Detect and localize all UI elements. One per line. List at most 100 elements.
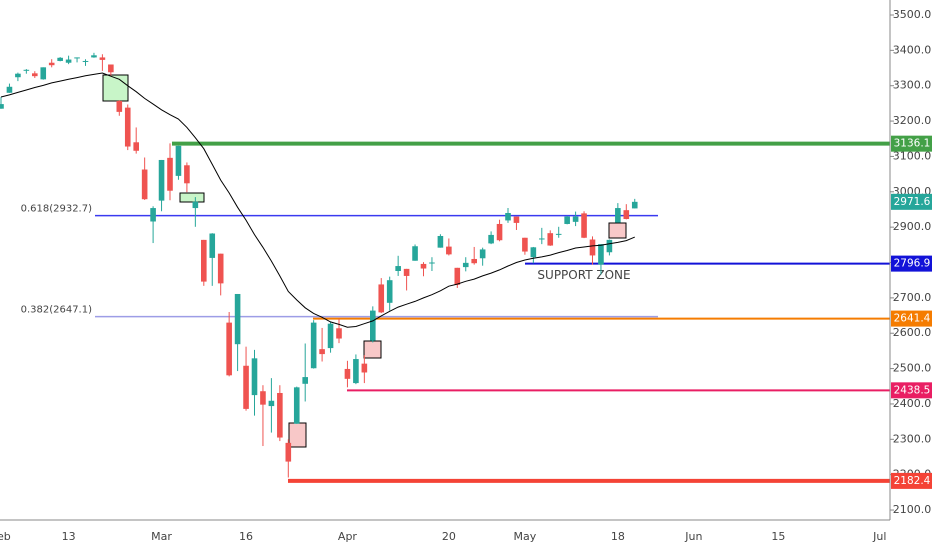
price-label-box xyxy=(891,255,932,272)
candle-body xyxy=(395,266,401,271)
x-tick-label: 16 xyxy=(239,530,253,543)
x-tick-label: 18 xyxy=(611,530,625,543)
candle-body xyxy=(488,234,494,244)
candle-body xyxy=(513,216,520,223)
candle-body xyxy=(108,64,114,73)
candle-body xyxy=(581,213,587,238)
annotations xyxy=(95,74,890,483)
candle-body xyxy=(555,233,562,235)
candle-body xyxy=(65,59,72,63)
candle-body xyxy=(522,237,528,252)
candle-body xyxy=(429,262,435,264)
candle-body xyxy=(158,159,165,201)
candle-body xyxy=(48,62,55,66)
level-note: SUPPORT ZONE xyxy=(537,268,630,282)
level-label: 0.618(2932.7) xyxy=(21,204,93,215)
candle-body xyxy=(184,165,190,184)
highlight-box xyxy=(363,340,382,359)
candle-body xyxy=(150,208,156,222)
candle-body xyxy=(40,67,47,80)
candle-body xyxy=(32,73,38,77)
y-tick-label: 2600.0 xyxy=(893,326,932,339)
candle-body xyxy=(175,145,182,176)
candle-body xyxy=(293,387,300,424)
highlight-box xyxy=(608,222,627,239)
candle-body xyxy=(268,400,275,407)
candle-body xyxy=(361,363,368,373)
candle-body xyxy=(201,239,207,282)
candle-body xyxy=(217,253,224,284)
price-label-box xyxy=(891,382,932,399)
candle-body xyxy=(539,238,545,240)
last-price-box xyxy=(891,193,932,210)
x-tick-label: 20 xyxy=(442,530,456,543)
candle-body xyxy=(243,365,249,409)
candle-body xyxy=(471,258,477,264)
x-tick-label: Jun xyxy=(684,530,702,543)
candle-body xyxy=(285,442,292,462)
candle-body xyxy=(226,322,232,376)
candle-body xyxy=(133,142,139,151)
x-tick-label: Mar xyxy=(151,530,172,543)
candle-body xyxy=(623,210,630,220)
price-label: 2182.4 xyxy=(894,475,931,487)
y-tick-label: 2400.0 xyxy=(893,397,932,410)
y-tick-label: 3400.0 xyxy=(893,43,932,56)
candle-body xyxy=(631,201,638,209)
candle-body xyxy=(251,358,258,396)
moving-average xyxy=(0,72,635,328)
x-tick-label: Jul xyxy=(872,530,886,543)
candle-body xyxy=(167,157,173,191)
price-label-box xyxy=(891,310,932,327)
candle-body xyxy=(336,328,342,339)
candle-body xyxy=(99,57,106,60)
candle-body xyxy=(344,368,351,379)
candle-body xyxy=(192,201,199,209)
highlight-box xyxy=(179,192,205,203)
candle-body xyxy=(91,55,97,58)
y-tick-label: 3200.0 xyxy=(893,114,932,127)
x-tick-label: May xyxy=(514,530,537,543)
candle-body xyxy=(234,293,241,345)
candle-body xyxy=(437,235,444,248)
y-tick-label: 3500.0 xyxy=(893,8,932,21)
candle-body xyxy=(15,73,21,78)
y-tick-label: 2100.0 xyxy=(893,503,932,516)
price-label: 2796.9 xyxy=(894,258,931,270)
candle-body xyxy=(209,233,216,258)
highlight-box xyxy=(288,422,307,448)
candle-body xyxy=(6,86,13,93)
candle-body xyxy=(302,377,308,384)
y-tick-label: 2300.0 xyxy=(893,432,932,445)
candle-body xyxy=(420,263,427,269)
candle-body xyxy=(462,262,469,268)
level-label: 0.382(2647.1) xyxy=(21,305,93,316)
candle-body xyxy=(598,244,604,265)
price-label-box xyxy=(891,135,932,152)
candle-body xyxy=(412,246,418,261)
candle-body xyxy=(530,247,537,258)
candle-body xyxy=(589,239,596,256)
candle-body xyxy=(454,267,461,285)
candle-body xyxy=(141,169,148,200)
candle-body xyxy=(124,107,131,147)
candle-body xyxy=(0,104,4,109)
candle-body xyxy=(378,284,385,313)
price-label: 2438.5 xyxy=(894,384,931,396)
candle-body xyxy=(23,69,30,71)
y-tick-label: 2500.0 xyxy=(893,362,932,375)
highlight-box xyxy=(102,74,129,102)
candle-body xyxy=(57,57,63,61)
x-tick-label: 13 xyxy=(62,530,76,543)
candle-body xyxy=(82,60,89,62)
x-tick-label: Feb xyxy=(0,530,11,543)
candle-body xyxy=(479,249,486,259)
y-tick-label: 3100.0 xyxy=(893,149,932,162)
candle-body xyxy=(74,57,80,59)
price-label: 2641.4 xyxy=(894,313,931,325)
candle-body xyxy=(277,392,283,438)
x-tick-label: 15 xyxy=(771,530,785,543)
y-tick-label: 2900.0 xyxy=(893,220,932,233)
